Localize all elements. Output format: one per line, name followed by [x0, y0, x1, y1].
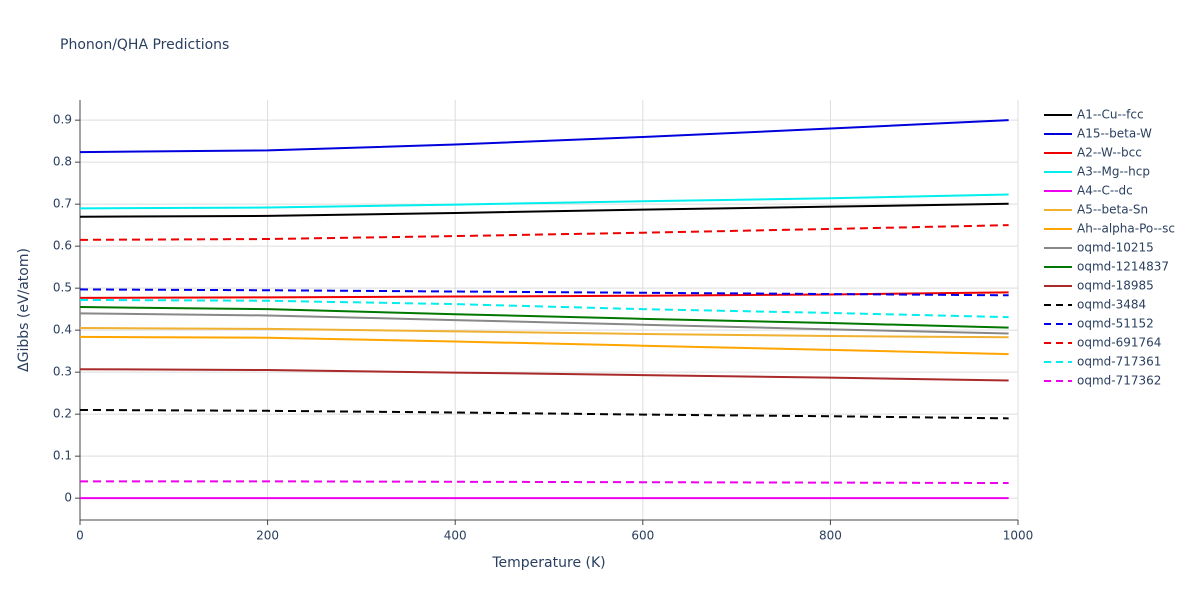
y-tick-label: 0 [64, 491, 72, 505]
line [79, 202, 1009, 218]
x-tick-label: 400 [444, 529, 467, 543]
y-tick-label: 0.3 [53, 365, 72, 379]
legend-label: Ah--alpha-Po--sc [1077, 222, 1175, 236]
line [79, 193, 1009, 210]
line [79, 408, 1009, 420]
y-tick-label: 0.5 [53, 281, 72, 295]
legend-label: A15--beta-W [1077, 127, 1152, 141]
y-tick-label: 0.9 [53, 113, 72, 127]
y-axis-label: ΔGibbs (eV/atom) [16, 248, 32, 372]
legend-label: A1--Cu--fcc [1077, 108, 1144, 122]
x-axis-label: Temperature (K) [491, 555, 605, 571]
x-tick-label: 800 [819, 529, 842, 543]
y-tick-label: 0.1 [53, 449, 72, 463]
legend-label: oqmd-10215 [1077, 241, 1154, 255]
legend-label: oqmd-717361 [1077, 355, 1161, 369]
y-tick-label: 0.6 [53, 239, 72, 253]
line [79, 327, 1009, 339]
line [79, 306, 1009, 329]
line [79, 119, 1009, 154]
legend-label: oqmd-3484 [1077, 298, 1146, 312]
line [79, 368, 1009, 382]
legend-label: oqmd-51152 [1077, 317, 1154, 331]
line [79, 224, 1009, 241]
line [79, 291, 1009, 299]
x-tick-label: 1000 [1003, 529, 1034, 543]
legend-label: A2--W--bcc [1077, 146, 1142, 160]
line [79, 298, 1009, 319]
y-tick-label: 0.4 [53, 323, 72, 337]
x-tick-label: 600 [631, 529, 654, 543]
line [80, 480, 1009, 485]
legend-label: A4--C--dc [1077, 184, 1133, 198]
chart-title: Phonon/QHA Predictions [60, 37, 229, 53]
line [79, 335, 1009, 356]
y-tick-label: 0.8 [53, 155, 72, 169]
legend-label: oqmd-691764 [1077, 336, 1161, 350]
legend-label: oqmd-18985 [1077, 279, 1154, 293]
line [79, 288, 1009, 297]
y-tick-label: 0.2 [53, 407, 72, 421]
legend-label: oqmd-1214837 [1077, 260, 1169, 274]
x-tick-label: 200 [256, 529, 279, 543]
legend-label: A5--beta-Sn [1077, 203, 1148, 217]
legend-label: A3--Mg--hcp [1077, 165, 1150, 179]
y-tick-label: 0.7 [53, 197, 72, 211]
line [79, 312, 1009, 335]
legend-label: oqmd-717362 [1077, 374, 1161, 388]
x-tick-label: 0 [76, 529, 84, 543]
